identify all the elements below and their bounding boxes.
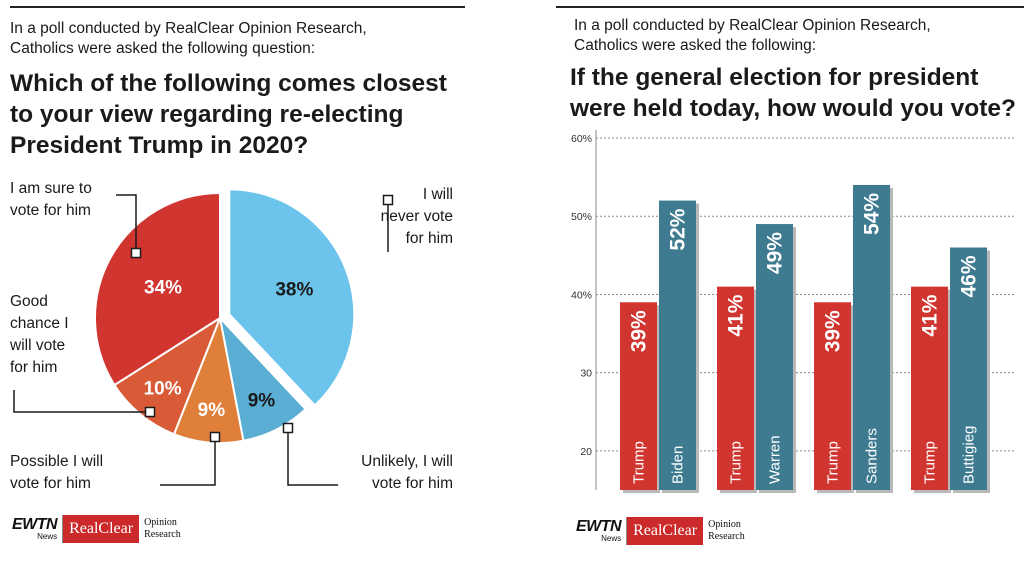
bar-trump — [911, 286, 948, 490]
bar-intro-line-1: In a poll conducted by RealClear Opinion… — [574, 17, 931, 34]
y-tick-label: 40% — [571, 289, 592, 301]
pie-value-label: 9% — [198, 400, 226, 421]
callout-leader-line — [116, 194, 137, 253]
pie-slice-i-am-sure-to-vote-for-him — [94, 191, 221, 387]
callout-marker — [209, 431, 221, 443]
y-tick-label: 60% — [571, 133, 592, 145]
bar-warren — [756, 224, 793, 491]
opinion-text: Opinion — [708, 519, 741, 530]
bar-category-label: Trump — [631, 441, 648, 484]
pie-chart: 38% 9% 9% 10% 34% I will never vote for him Unli… — [9, 180, 453, 492]
bar-question-line-1: If the general election for president — [570, 64, 979, 91]
ewtn-wordmark: EWTN — [12, 516, 58, 533]
bar-category-label: Biden — [670, 446, 687, 484]
bar-question-line-2: were held today, how would you vote? — [570, 95, 1017, 122]
opinion-research-logo: Opinion Research — [708, 519, 745, 543]
pie-chart-panel: In a poll conducted by RealClear Opinion… — [0, 0, 470, 577]
bar-question: If the general election for president we… — [570, 62, 1024, 124]
callout-marker — [382, 194, 394, 206]
pie-question-line-2: to your view regarding re-electing — [10, 101, 404, 128]
bar-chart: 20 30 40% 50% 60% 39% Trump 52% Biden 41% Trump 49%… — [571, 130, 1014, 494]
bar-value-label: 49% — [764, 232, 787, 274]
bar-value-label: 41% — [725, 294, 748, 336]
pie-slice-i-will-never-vote-for-him — [228, 188, 356, 407]
bar-category-label: Trump — [728, 441, 745, 484]
top-rule — [10, 6, 465, 8]
bar-intro: In a poll conducted by RealClear Opinion… — [574, 16, 931, 56]
callout-unlikely-i-will-vote-for-him: Unlikely, I will vote for him — [361, 453, 453, 492]
bar-value-label: 54% — [861, 193, 884, 235]
opinion-text: Opinion — [144, 517, 177, 528]
bar-chart-panel: In a poll conducted by RealClear Opinion… — [556, 0, 1024, 577]
bar-trump — [620, 302, 657, 490]
pie-value-label: 9% — [248, 390, 276, 411]
bar-value-label: 39% — [628, 310, 651, 352]
callout-marker — [282, 422, 294, 434]
realclear-logo: RealClear — [626, 517, 704, 545]
bar-value-label: 41% — [919, 294, 942, 336]
bar-category-label: Warren — [767, 435, 784, 484]
bar-intro-line-2: Catholics were asked the following: — [574, 37, 817, 54]
y-tick-label: 50% — [571, 211, 592, 223]
bar-category-label: Trump — [922, 441, 939, 484]
callout-leader-line — [160, 437, 216, 486]
ewtn-logo: EWTN News — [12, 516, 58, 541]
pie-intro-line-2: Catholics were asked the following quest… — [10, 40, 316, 57]
ewtn-news: News — [601, 534, 622, 543]
callout-leader-line — [13, 390, 150, 413]
pie-slice-good-chance-i-will-vote-for-him — [113, 315, 223, 436]
pie-question-line-3: President Trump in 2020? — [10, 132, 309, 159]
opinion-research-logo: Opinion Research — [144, 517, 181, 541]
pie-value-label: 38% — [275, 280, 313, 301]
pie-logo: EWTN News RealClear Opinion Research — [12, 515, 181, 543]
callout-possible-i-will-vote-for-him: Possible I will vote for him — [10, 453, 103, 492]
realclear-logo: RealClear — [62, 515, 140, 543]
bar-category-label: Trump — [825, 441, 842, 484]
callout-marker — [130, 247, 142, 259]
pie-intro: In a poll conducted by RealClear Opinion… — [10, 19, 367, 59]
bar-trump — [717, 286, 754, 490]
bar-logo: EWTN News RealClear Opinion Research — [576, 517, 745, 545]
bar-value-label: 52% — [667, 208, 690, 250]
pie-question-line-1: Which of the following comes closest — [10, 70, 447, 97]
bar-sanders — [853, 184, 890, 490]
callout-i-am-sure-to-vote-for-him: I am sure to vote for him — [10, 180, 92, 219]
y-tick-label: 20 — [580, 446, 592, 458]
ewtn-wordmark: EWTN — [576, 518, 622, 535]
bar-buttigieg — [950, 247, 987, 490]
y-tick-label: 30 — [580, 368, 592, 380]
ewtn-news: News — [37, 532, 58, 541]
callout-leader-line — [287, 428, 338, 486]
bar-trump — [814, 302, 851, 490]
research-text: Research — [144, 529, 181, 540]
pie-value-label: 34% — [144, 278, 182, 299]
callout-marker — [144, 406, 156, 418]
pie-question: Which of the following comes closest to … — [10, 68, 470, 161]
bar-category-label: Buttigieg — [961, 426, 978, 484]
research-text: Research — [708, 531, 745, 542]
pie-value-label: 10% — [144, 378, 182, 399]
bar-biden — [659, 200, 696, 491]
bar-category-label: Sanders — [864, 428, 881, 484]
callout-i-will-never-vote-for-him: I will never vote for him — [381, 186, 453, 247]
bar-value-label: 39% — [822, 310, 845, 352]
bar-value-label: 46% — [958, 255, 981, 297]
pie-intro-line-1: In a poll conducted by RealClear Opinion… — [10, 20, 367, 37]
ewtn-logo: EWTN News — [576, 518, 622, 543]
top-rule — [556, 6, 1024, 8]
